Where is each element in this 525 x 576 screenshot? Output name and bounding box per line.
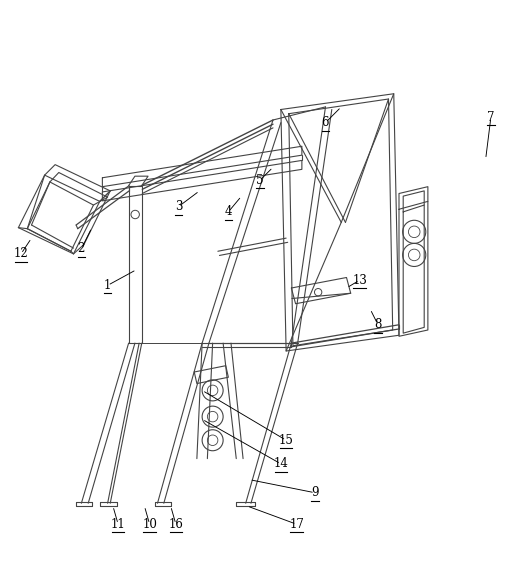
Text: 14: 14 bbox=[274, 457, 288, 471]
Text: 8: 8 bbox=[374, 319, 382, 331]
Text: 9: 9 bbox=[311, 486, 319, 499]
Text: 4: 4 bbox=[225, 206, 232, 218]
Text: 10: 10 bbox=[142, 518, 157, 530]
Text: 12: 12 bbox=[14, 247, 28, 260]
Text: 1: 1 bbox=[104, 279, 111, 292]
Text: 16: 16 bbox=[169, 518, 183, 530]
Text: 3: 3 bbox=[175, 200, 182, 213]
Text: 2: 2 bbox=[78, 242, 85, 255]
Text: 13: 13 bbox=[352, 274, 367, 287]
Text: 15: 15 bbox=[279, 434, 293, 447]
Text: 6: 6 bbox=[322, 116, 329, 129]
Text: 17: 17 bbox=[289, 518, 304, 530]
Text: 5: 5 bbox=[256, 174, 264, 187]
Text: 7: 7 bbox=[487, 111, 495, 124]
Text: 11: 11 bbox=[111, 518, 125, 530]
